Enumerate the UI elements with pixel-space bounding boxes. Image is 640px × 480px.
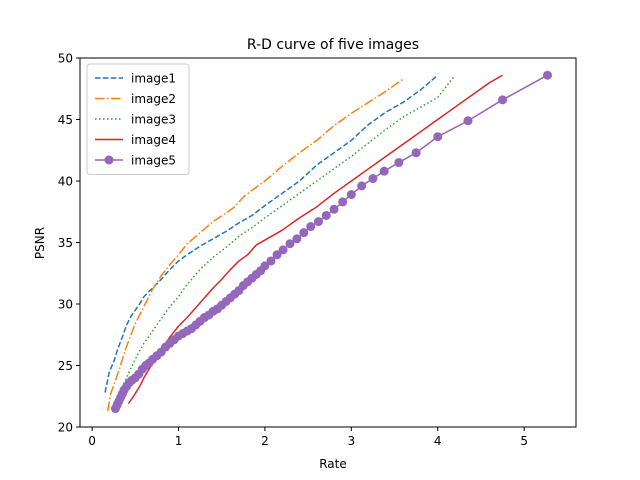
- series-image2: [106, 78, 404, 412]
- series-layer: [104, 70, 552, 414]
- data-point-image5-48: [313, 217, 323, 227]
- legend-item-image2: image2: [95, 92, 176, 106]
- series-image1: [104, 74, 439, 393]
- legend-item-image3: image3: [95, 113, 176, 127]
- data-point-image5-46: [299, 228, 309, 238]
- data-point-image5-41: [266, 256, 276, 266]
- y-axis-title: PSNR: [33, 227, 47, 259]
- y-tick-label: 25: [58, 359, 73, 373]
- data-point-image5-60: [498, 95, 508, 105]
- x-axis-title: Rate: [319, 457, 347, 471]
- data-point-image5-43: [278, 245, 288, 255]
- legend-label-image1: image1: [131, 72, 176, 86]
- data-point-image5-42: [272, 250, 282, 260]
- data-point-image5-49: [321, 210, 331, 220]
- series-line-image1: [104, 74, 439, 393]
- legend-label-image5: image5: [131, 154, 176, 168]
- y-tick-label: 30: [58, 298, 73, 312]
- y-tick-label: 50: [58, 52, 73, 66]
- x-tick-label: 5: [520, 434, 528, 448]
- legend-item-image1: image1: [95, 72, 176, 86]
- data-point-image5-47: [306, 222, 316, 232]
- y-tick-label: 35: [58, 236, 73, 250]
- legend-marker-image5: [104, 155, 114, 165]
- series-line-image3: [117, 74, 456, 399]
- legend-frame: [86, 63, 190, 175]
- legend-label-image4: image4: [131, 133, 176, 147]
- data-point-image5-57: [411, 148, 421, 158]
- data-point-image5-58: [433, 132, 443, 142]
- data-point-image5-50: [329, 204, 339, 214]
- series-image3: [117, 74, 456, 399]
- data-point-image5-44: [285, 239, 295, 249]
- x-tick-label: 1: [175, 434, 183, 448]
- x-tick-label: 0: [88, 434, 96, 448]
- y-tick-label: 45: [58, 113, 73, 127]
- legend-label-image2: image2: [131, 92, 176, 106]
- y-tick-label: 20: [58, 421, 73, 435]
- data-point-image5-61: [542, 70, 552, 80]
- y-tick-label: 40: [58, 175, 73, 189]
- series-image5: [110, 70, 552, 414]
- x-tick-label: 2: [261, 434, 269, 448]
- legend: image1 image2 image3 image4 image5: [86, 63, 190, 175]
- legend-item-image4: image4: [95, 133, 176, 147]
- series-line-image2: [106, 78, 404, 412]
- x-tick-label: 3: [348, 434, 356, 448]
- data-point-image5-53: [357, 181, 367, 191]
- legend-label-image3: image3: [131, 113, 176, 127]
- data-point-image5-45: [292, 234, 302, 244]
- x-tick-label: 4: [434, 434, 442, 448]
- data-point-image5-55: [379, 166, 389, 176]
- data-point-image5-59: [463, 116, 473, 126]
- data-point-image5-56: [394, 158, 404, 168]
- data-point-image5-40: [260, 261, 270, 271]
- chart-title: R-D curve of five images: [247, 37, 419, 53]
- data-point-image5-54: [368, 174, 378, 184]
- data-point-image5-51: [338, 197, 348, 207]
- data-point-image5-52: [346, 190, 356, 200]
- legend-item-image5: image5: [95, 154, 176, 168]
